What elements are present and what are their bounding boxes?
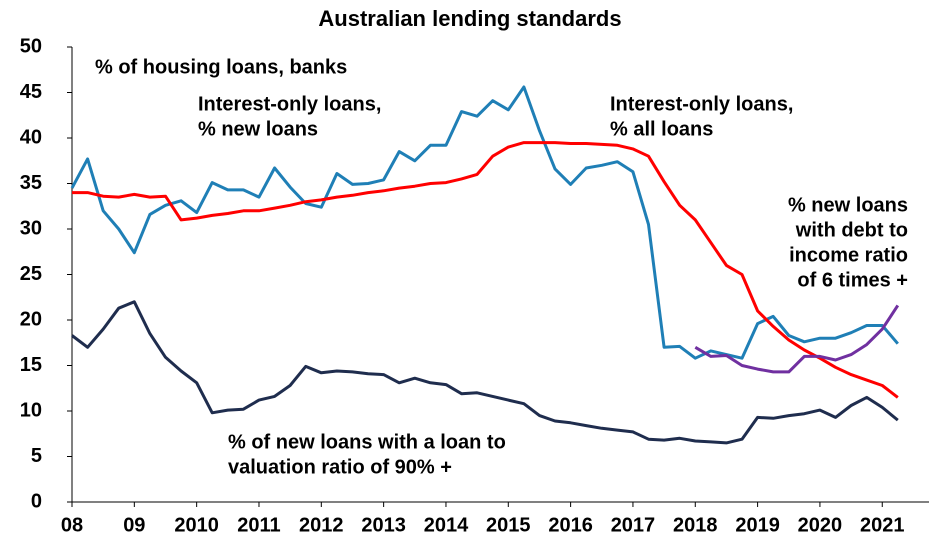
series-line	[694, 304, 900, 374]
x-tick-label: 2021	[860, 514, 905, 536]
x-tick-label: 2019	[735, 514, 780, 536]
y-tick-label: 5	[31, 445, 42, 467]
series-line	[72, 141, 899, 399]
chart-title: Australian lending standards	[318, 6, 621, 31]
x-tick-label: 2010	[174, 514, 219, 536]
y-tick-label: 15	[20, 354, 42, 376]
y-tick-label: 40	[20, 126, 42, 148]
x-tick-label: 2012	[299, 514, 344, 536]
annotation: of 6 times +	[797, 269, 908, 291]
y-tick-label: 35	[20, 172, 42, 194]
y-tick-label: 20	[20, 308, 42, 330]
annotation: income ratio	[789, 244, 908, 266]
x-tick-label: 2017	[611, 514, 656, 536]
x-tick-label: 08	[61, 514, 83, 536]
annotation: % of new loans with a loan to	[228, 431, 506, 453]
y-tick-label: 0	[31, 490, 42, 512]
annotation: % new loans	[198, 118, 318, 140]
y-tick-label: 10	[20, 399, 42, 421]
y-tick-label: 30	[20, 217, 42, 239]
x-tick-label: 09	[123, 514, 145, 536]
annotation: Interest-only loans,	[198, 93, 381, 115]
annotation: valuation ratio of 90% +	[228, 456, 452, 478]
x-tick-label: 2020	[798, 514, 843, 536]
y-tick-label: 50	[20, 35, 42, 57]
x-tick-label: 2013	[361, 514, 406, 536]
annotation: with debt to	[795, 219, 908, 241]
series-line	[70, 85, 899, 360]
y-tick-label: 45	[20, 81, 42, 103]
x-tick-label: 2018	[673, 514, 718, 536]
x-tick-label: 2014	[424, 514, 469, 536]
annotation: % all loans	[610, 118, 713, 140]
y-tick-label: 25	[20, 263, 42, 285]
x-tick-label: 2015	[486, 514, 531, 536]
x-tick-label: 2011	[237, 514, 280, 536]
annotation: % new loans	[788, 194, 908, 216]
y-axis-label: % of housing loans, banks	[95, 56, 347, 78]
annotation: Interest-only loans,	[610, 93, 793, 115]
series-line	[71, 300, 899, 445]
x-tick-label: 2016	[548, 514, 593, 536]
